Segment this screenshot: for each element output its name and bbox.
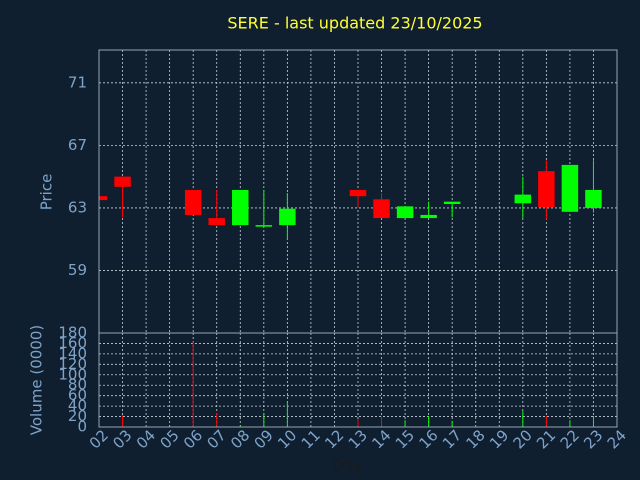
- x-tick-label: 17: [439, 426, 465, 452]
- candle-body: [184, 189, 202, 215]
- x-tick-label: 12: [321, 426, 347, 452]
- x-tick-label: 04: [133, 426, 159, 452]
- x-tick-label: 09: [251, 426, 277, 452]
- x-axis-label: Day: [333, 457, 363, 475]
- y-tick-label: 59: [68, 261, 87, 279]
- x-tick-label: 08: [227, 426, 253, 452]
- volume-tick-label: 80: [68, 376, 87, 394]
- x-tick-label: 24: [604, 426, 630, 452]
- x-tick-label: 19: [486, 426, 512, 452]
- volume-tick-label: 160: [58, 334, 87, 352]
- volume-tick-label: 180: [58, 324, 87, 342]
- x-tick-label: 05: [156, 426, 182, 452]
- y-tick-label: 71: [68, 73, 87, 91]
- x-tick-label: 06: [180, 426, 206, 452]
- candle-body: [232, 189, 249, 226]
- volume-tick-label: 120: [58, 355, 87, 373]
- x-tick-label: 23: [580, 426, 606, 452]
- x-tick-label: 13: [345, 426, 371, 452]
- x-tick-label: 20: [510, 426, 536, 452]
- volume-panel: [99, 341, 594, 427]
- candle-body: [514, 194, 532, 204]
- candle-body: [279, 208, 296, 226]
- y-tick-label: 63: [68, 198, 87, 216]
- candle-body: [114, 176, 131, 187]
- grid: [98, 50, 618, 428]
- x-tick-label: 16: [415, 426, 441, 452]
- volume-frame: [98, 332, 618, 428]
- y-tick-label: 67: [68, 136, 87, 154]
- x-tick-label: 14: [368, 426, 394, 452]
- candle-body: [255, 225, 273, 227]
- x-tick-label: 21: [533, 426, 559, 452]
- candle-body: [349, 189, 367, 197]
- volume-tick-label: 0: [77, 418, 87, 436]
- x-tick-label: 11: [298, 426, 324, 452]
- chart-title: SERE - last updated 23/10/2025: [227, 14, 482, 33]
- volume-tick-label: 40: [68, 397, 87, 415]
- x-tick-label: 15: [392, 426, 418, 452]
- x-tick-label: 07: [204, 426, 230, 452]
- x-tick-label: 03: [109, 426, 135, 452]
- candle-body: [585, 189, 602, 208]
- candle-body: [208, 218, 225, 226]
- candle-body: [561, 164, 579, 212]
- volume-tick-label: 140: [58, 344, 87, 362]
- candle-body: [443, 201, 461, 205]
- volume-axis-label: Volume (0000): [28, 325, 46, 435]
- volume-tick-label: 60: [68, 386, 87, 404]
- y-axis-label: Price: [38, 174, 56, 211]
- candle-body: [373, 199, 390, 219]
- candle-body: [420, 214, 437, 219]
- candle-body: [99, 196, 108, 201]
- candle-body: [538, 171, 555, 208]
- price-panel: [99, 160, 602, 240]
- candle-body: [396, 206, 414, 219]
- x-tick-label: 02: [86, 426, 112, 452]
- x-tick-label: 10: [274, 426, 300, 452]
- volume-tick-label: 20: [68, 407, 87, 425]
- x-tick-label: 18: [463, 426, 489, 452]
- volume-tick-label: 100: [58, 365, 87, 383]
- x-tick-label: 22: [557, 426, 583, 452]
